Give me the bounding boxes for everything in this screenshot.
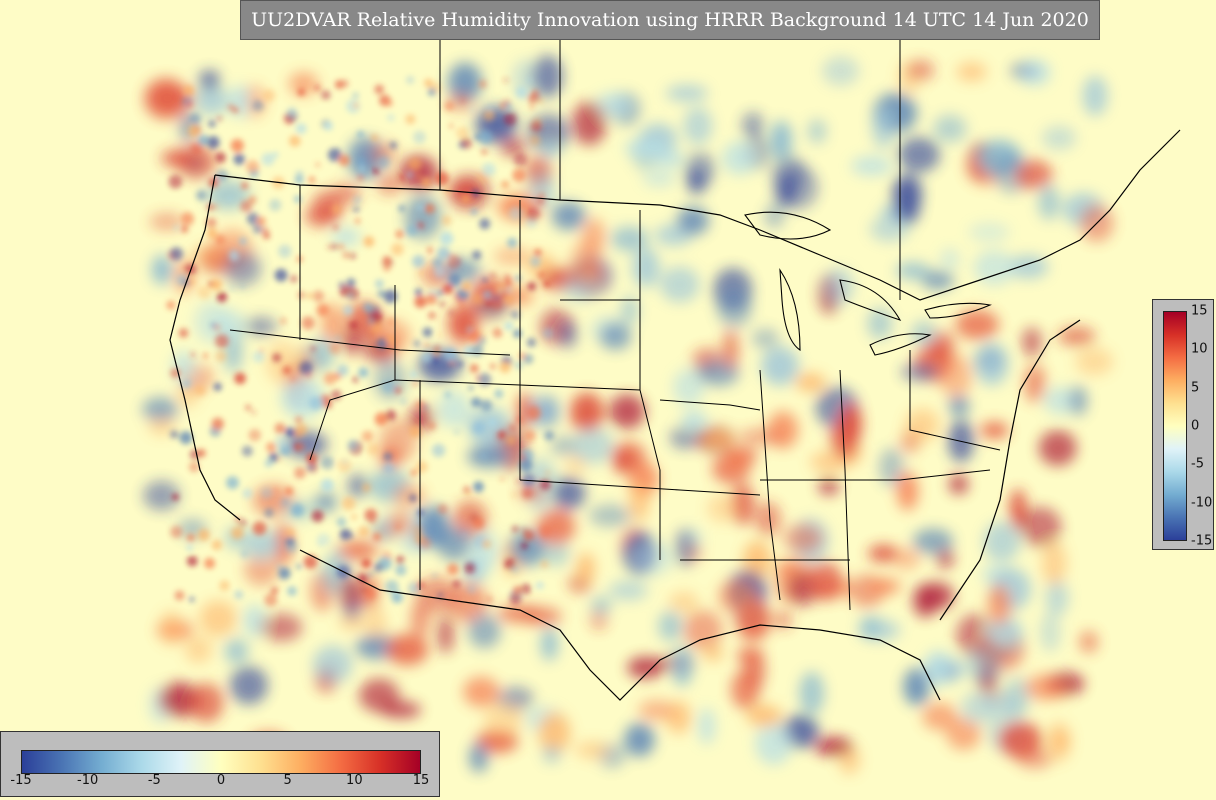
colorbar-gradient-vertical [1163, 311, 1187, 541]
map-title: UU2DVAR Relative Humidity Innovation usi… [240, 0, 1100, 40]
colorbar-tick-label: -5 [147, 773, 161, 788]
colorbar-tick-label: 5 [283, 773, 292, 788]
colorbar-tick-label: -15 [10, 773, 32, 788]
colorbar-tick-label: 0 [216, 773, 226, 788]
colorbar-tick-label: 10 [1191, 341, 1208, 357]
colorbar-tick-label: 15 [1191, 303, 1208, 319]
colorbar-tick-label: -5 [1191, 456, 1204, 472]
colorbar-gradient-horizontal [21, 750, 421, 774]
colorbar-tick-label: 5 [1191, 380, 1200, 396]
colorbar-tick-label: 15 [412, 773, 430, 788]
vertical-colorbar: 15 10 5 0 -5 -10 -15 [1152, 299, 1214, 550]
colorbar-tick-label: -15 [1191, 533, 1213, 549]
horizontal-colorbar: -15 -10 -5 0 5 10 15 [0, 731, 440, 797]
colorbar-tick-label: -10 [1191, 495, 1213, 511]
colorbar-tick-label: -10 [77, 773, 99, 788]
colorbar-tick-label: 10 [346, 773, 363, 788]
colorbar-tick-label: 0 [1191, 418, 1200, 434]
